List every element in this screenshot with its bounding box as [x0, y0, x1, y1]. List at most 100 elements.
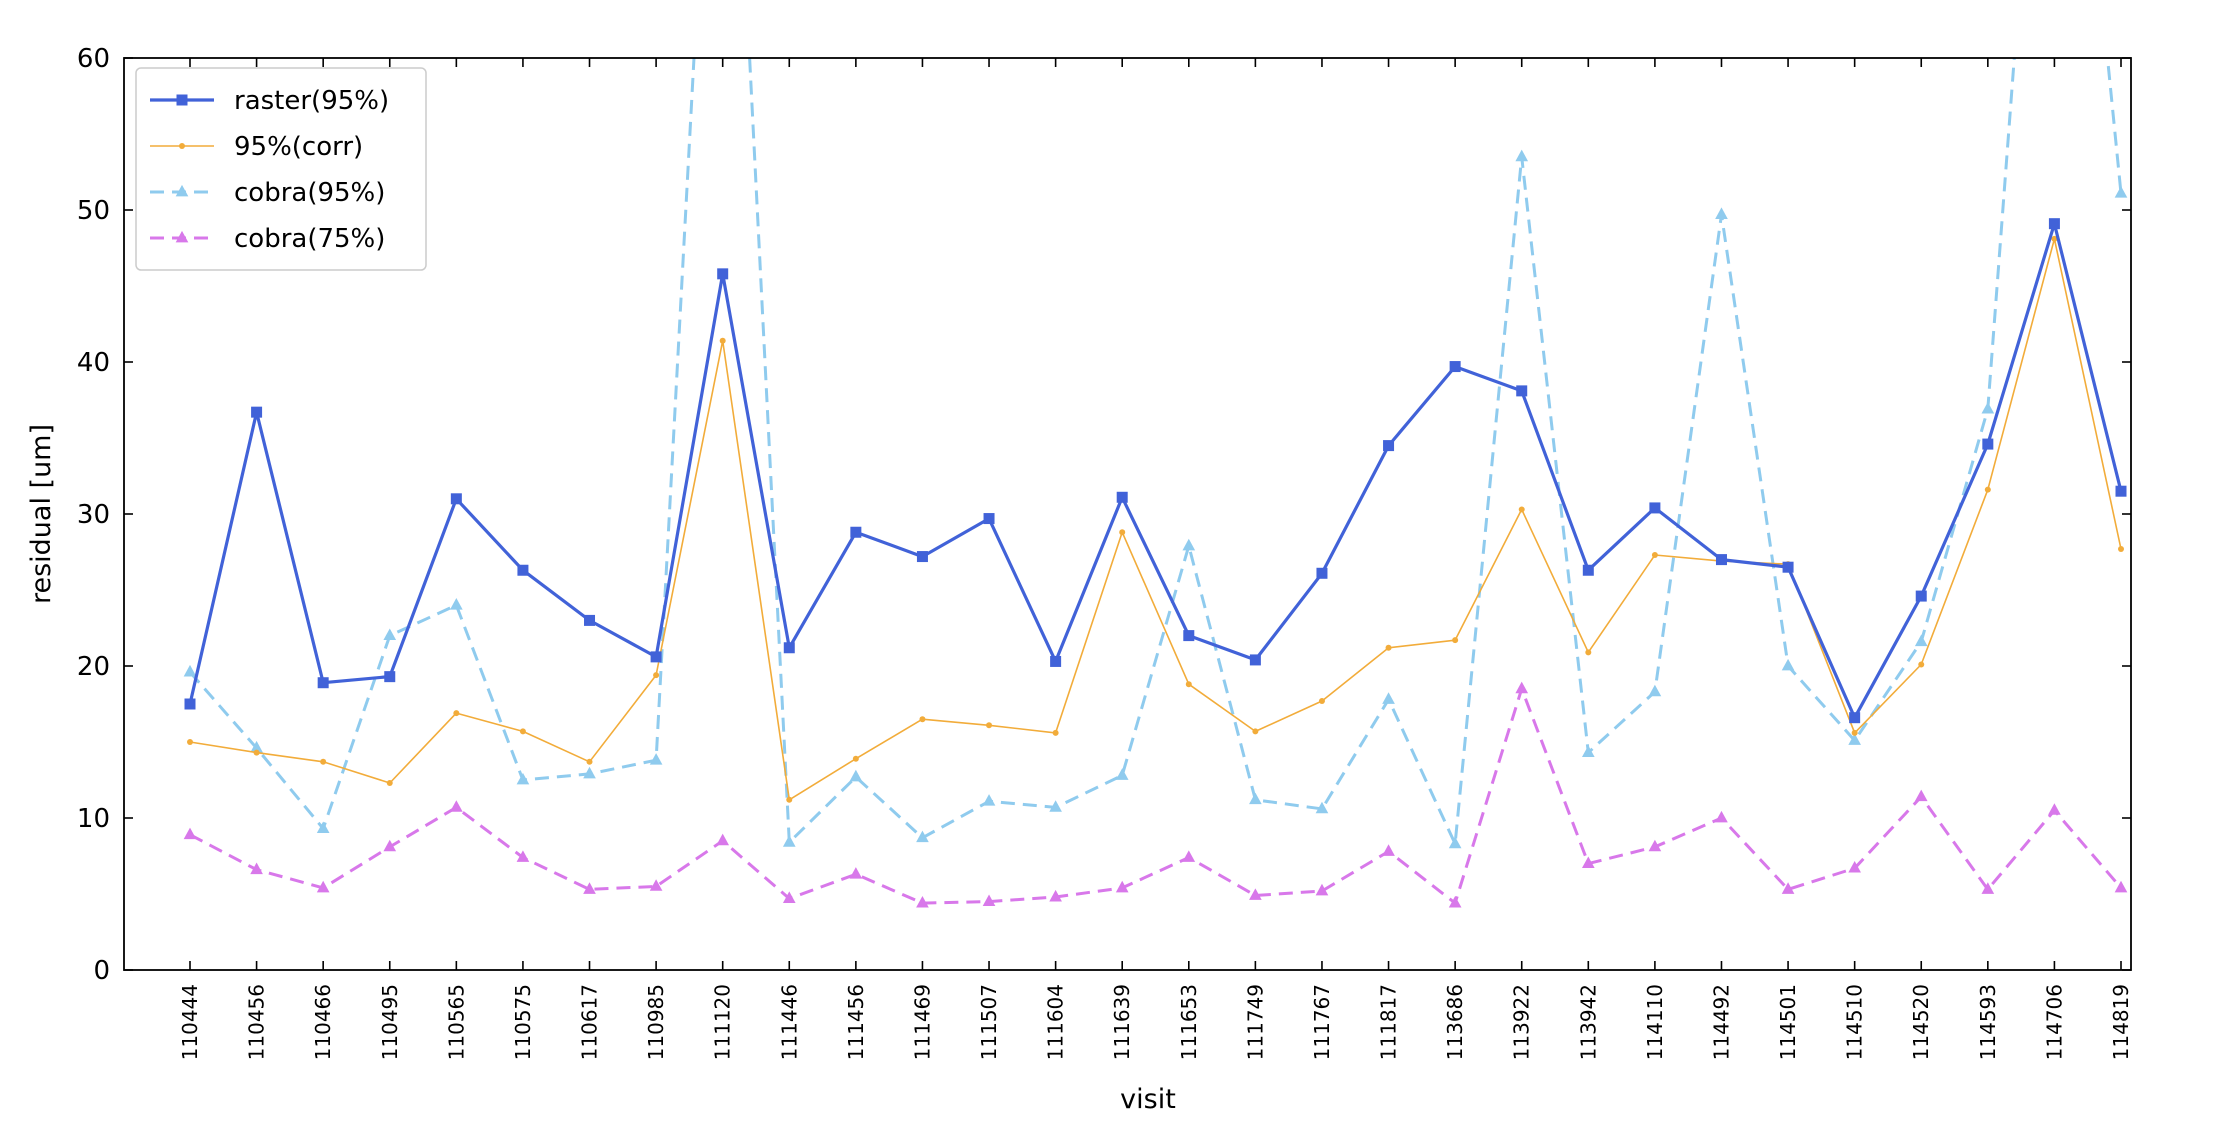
legend-swatch-marker	[175, 184, 189, 197]
data-point	[1448, 836, 1462, 849]
data-point	[1915, 590, 1927, 602]
x-tick-label: 111767	[1310, 984, 1334, 1060]
data-point	[716, 833, 730, 846]
data-point	[584, 614, 596, 626]
y-tick-label: 10	[77, 804, 110, 834]
data-point	[1049, 800, 1062, 812]
data-point	[1582, 564, 1594, 576]
data-point	[253, 749, 260, 756]
data-point	[1315, 801, 1329, 814]
data-point	[450, 800, 463, 812]
data-point	[1782, 561, 1794, 573]
x-tick-label: 114510	[1843, 984, 1867, 1060]
data-point	[1252, 728, 1259, 735]
data-point	[1382, 844, 1395, 856]
x-tick-label: 114819	[2109, 984, 2133, 1060]
data-point	[1781, 658, 1795, 671]
data-point	[849, 867, 863, 879]
data-point	[251, 406, 263, 418]
data-point	[583, 766, 596, 779]
data-point	[1848, 733, 1861, 745]
axes-layer: 0 10 20 30 40 50 60 110444 110456 110466 110495 110…	[77, 44, 2133, 1060]
data-point	[1449, 361, 1461, 373]
data-point	[316, 821, 330, 834]
legend: raster(95%) 95%(corr) cobra(95%) cobra(75%)	[135, 67, 427, 271]
data-point	[1581, 856, 1595, 868]
data-point	[183, 827, 197, 840]
series-line	[188, 58, 2123, 846]
data-point	[1382, 692, 1395, 704]
data-point	[1648, 839, 1662, 852]
data-point	[916, 830, 929, 843]
data-point	[320, 758, 327, 765]
data-point	[653, 672, 660, 679]
data-point	[1116, 491, 1128, 503]
data-point	[250, 862, 263, 875]
x-tick-label: 114520	[1909, 984, 1933, 1060]
data-point	[1182, 538, 1196, 551]
legend-box	[135, 67, 427, 271]
data-point	[516, 850, 530, 862]
data-point	[1715, 810, 1728, 823]
plot-frame	[123, 57, 2132, 971]
x-tick-label: 113922	[1510, 984, 1534, 1060]
data-point	[1918, 661, 1925, 668]
x-tick-label: 111469	[910, 984, 934, 1060]
legend-label: cobra(75%)	[234, 224, 385, 254]
x-tick-label: 110456	[245, 984, 269, 1060]
legend-item: raster(95%)	[150, 86, 389, 116]
data-point	[450, 493, 462, 505]
data-point	[1316, 567, 1328, 579]
y-axis-label: residual [um]	[26, 424, 57, 604]
data-point	[453, 710, 460, 717]
data-point	[2115, 485, 2127, 497]
data-point	[516, 772, 530, 785]
data-point	[852, 755, 859, 762]
x-tick-label: 111749	[1243, 984, 1267, 1060]
series-line	[188, 222, 2123, 720]
series-layer	[183, 58, 2128, 908]
data-point	[983, 513, 995, 525]
x-tick-label: 114492	[1709, 984, 1733, 1060]
data-point	[1452, 637, 1459, 644]
series-cobra-95-	[183, 58, 2128, 849]
data-point	[982, 794, 996, 806]
data-point	[1052, 729, 1059, 736]
legend-swatch-marker	[175, 230, 189, 243]
legend-item: cobra(75%)	[150, 224, 385, 254]
data-point	[1981, 882, 1995, 894]
x-tick-label: 113942	[1576, 984, 1600, 1060]
data-point	[1383, 440, 1395, 452]
data-point	[916, 895, 929, 908]
data-point	[2118, 545, 2124, 552]
data-point	[786, 796, 793, 803]
data-point	[1516, 385, 1528, 397]
data-point	[519, 728, 526, 735]
data-point	[1183, 630, 1195, 642]
data-point	[649, 879, 663, 891]
x-tick-label: 110985	[644, 984, 668, 1060]
data-point	[1115, 768, 1129, 780]
data-point	[916, 551, 928, 563]
data-point	[1851, 729, 1858, 736]
data-point	[650, 651, 662, 663]
legend-label: raster(95%)	[234, 86, 389, 116]
data-point	[1914, 634, 1928, 647]
data-point	[1848, 861, 1861, 873]
legend-swatch-marker	[176, 94, 188, 106]
legend-label: 95%(corr)	[234, 132, 363, 162]
data-point	[986, 722, 993, 729]
data-point	[1914, 789, 1928, 802]
data-point	[783, 642, 795, 654]
data-point	[1981, 401, 1995, 414]
x-tick-label: 111604	[1044, 984, 1068, 1060]
data-point	[383, 628, 397, 640]
data-point	[849, 769, 863, 782]
data-point	[782, 891, 796, 903]
series-cobra-75-	[183, 681, 2128, 908]
data-point	[1185, 681, 1192, 688]
data-point	[719, 337, 726, 344]
data-point	[1448, 895, 1462, 908]
data-point	[1849, 712, 1861, 724]
